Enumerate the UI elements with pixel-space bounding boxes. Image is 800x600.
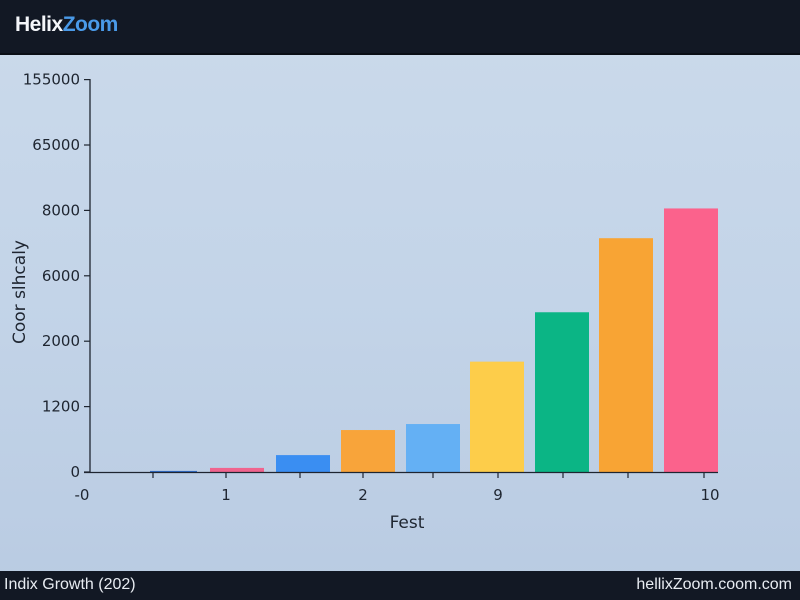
bar-8 (599, 238, 653, 472)
logo-text-zoom: Zoom (62, 13, 119, 36)
x-tick-label: -0 (75, 486, 90, 504)
logo-text-helix: Helix (15, 13, 63, 36)
bar-4 (341, 430, 395, 472)
x-tick-label: 9 (493, 486, 503, 504)
y-tick-label: 1200 (42, 398, 80, 416)
x-axis-label: Fest (390, 513, 425, 533)
x-tick-label: 2 (358, 486, 368, 504)
footer-link[interactable]: hellixZoom.coom.com (636, 576, 792, 593)
footer-caption: Indix Growth (202) (4, 576, 136, 593)
y-axis-label: Coor slhcaly (10, 240, 30, 344)
bar-3 (276, 455, 330, 472)
logo[interactable]: HelixZoom (15, 13, 118, 37)
bar-7 (535, 312, 589, 472)
bar-1 (150, 470, 197, 473)
x-tick-label: 1 (221, 486, 231, 504)
y-tick-label: 65000 (32, 136, 80, 154)
y-tick-label: 155000 (23, 71, 80, 89)
bar-6 (470, 361, 524, 472)
y-tick-label: 6000 (42, 267, 80, 285)
bar-9 (664, 208, 718, 473)
bar-5 (406, 424, 460, 472)
app-header: HelixZoom (0, 0, 800, 55)
x-tick-label: 10 (700, 486, 719, 504)
app-footer: Indix Growth (202) hellixZoom.coom.com (0, 571, 800, 600)
y-tick-label: 0 (70, 463, 80, 481)
bar-2 (210, 467, 264, 472)
y-tick-label: 2000 (42, 332, 80, 350)
y-tick-label: 8000 (42, 201, 80, 219)
